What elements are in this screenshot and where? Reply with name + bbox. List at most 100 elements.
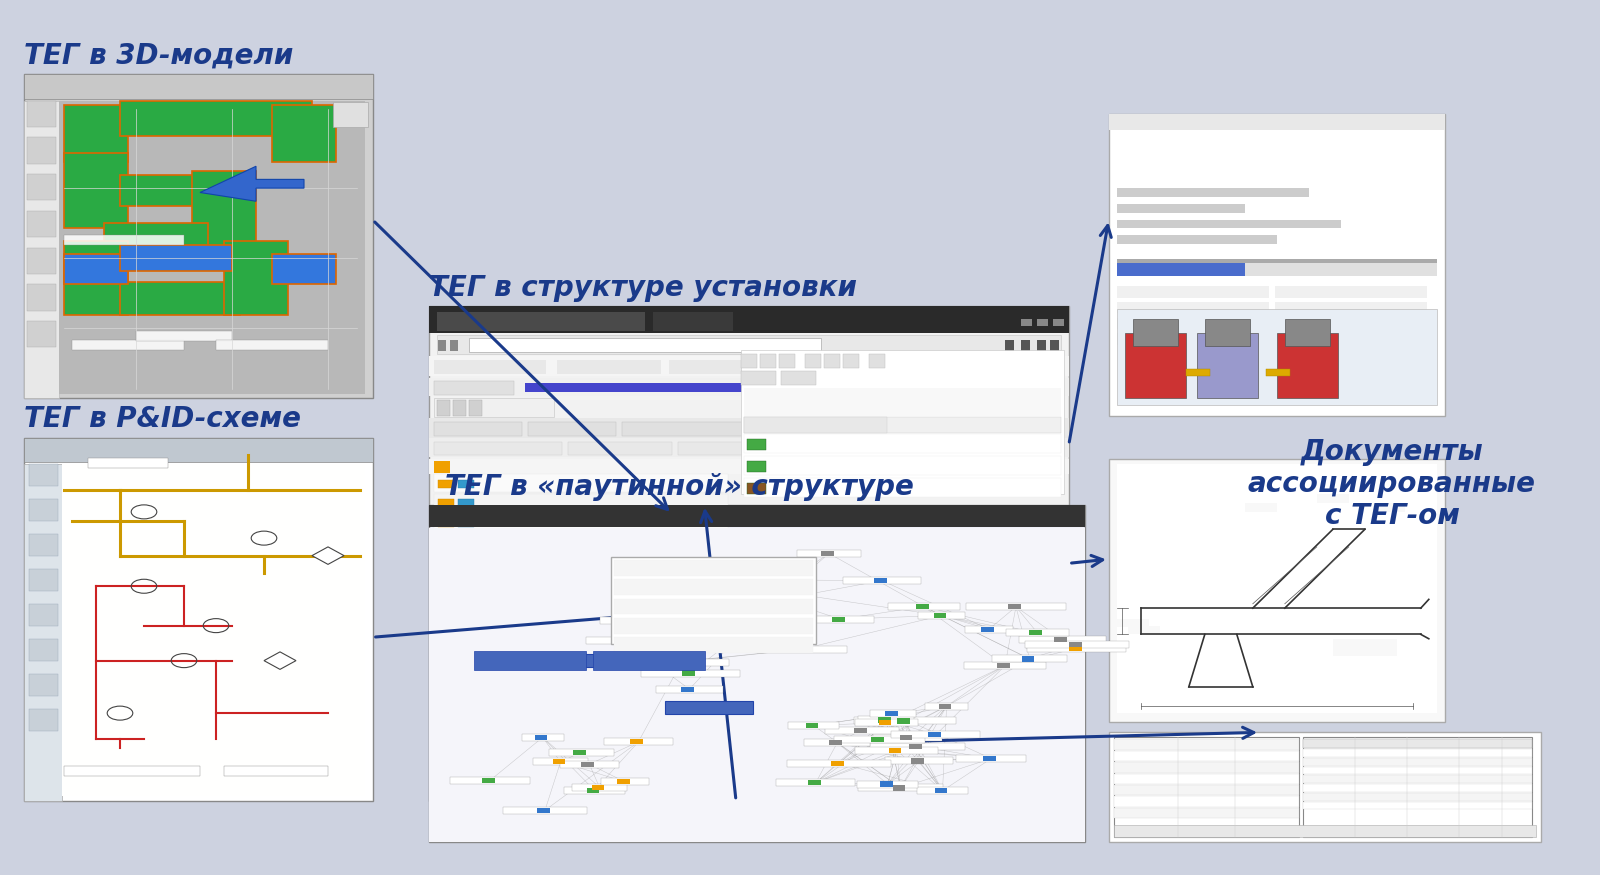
Bar	[434, 474, 728, 492]
Bar	[1275, 333, 1427, 345]
Bar	[981, 626, 994, 632]
Bar	[434, 628, 728, 646]
Bar	[747, 483, 766, 493]
Bar	[1114, 774, 1299, 784]
Bar	[458, 653, 474, 662]
Bar	[1117, 263, 1245, 276]
Bar	[453, 400, 466, 416]
Bar	[438, 730, 454, 738]
Bar	[29, 464, 58, 486]
Bar	[458, 672, 474, 681]
Bar	[915, 604, 928, 609]
Bar	[1317, 494, 1349, 503]
Bar	[24, 74, 373, 99]
Bar	[1205, 319, 1250, 346]
Bar	[458, 576, 474, 584]
Bar	[437, 335, 1061, 354]
Bar	[434, 570, 728, 588]
Bar	[888, 603, 960, 610]
Bar	[437, 400, 450, 416]
Bar	[1069, 642, 1082, 648]
Bar	[272, 105, 336, 162]
Bar	[458, 634, 474, 642]
FancyBboxPatch shape	[1109, 114, 1445, 416]
Bar	[104, 223, 208, 262]
Bar	[622, 422, 758, 436]
Bar	[29, 604, 58, 626]
FancyBboxPatch shape	[429, 306, 1069, 801]
Bar	[560, 760, 619, 767]
Bar	[29, 499, 58, 521]
Bar	[434, 686, 728, 704]
Bar	[1302, 775, 1533, 783]
Bar	[1333, 639, 1397, 656]
Bar	[438, 710, 454, 719]
Text: ТЕГ в структуре установки: ТЕГ в структуре установки	[429, 274, 858, 302]
Bar	[765, 422, 861, 436]
Bar	[635, 618, 648, 623]
Bar	[750, 590, 763, 595]
Bar	[458, 480, 474, 488]
Bar	[64, 234, 184, 245]
Bar	[27, 137, 56, 164]
Bar	[826, 727, 899, 734]
Bar	[27, 174, 56, 200]
Bar	[678, 442, 822, 455]
Bar	[434, 461, 450, 473]
Bar	[880, 781, 893, 787]
Bar	[603, 738, 674, 746]
Bar	[571, 784, 627, 791]
Bar	[434, 744, 728, 761]
Bar	[1302, 739, 1533, 748]
Bar	[614, 598, 813, 614]
Polygon shape	[200, 166, 304, 201]
Bar	[1037, 340, 1046, 352]
Bar	[614, 579, 813, 595]
Bar	[450, 777, 530, 784]
Bar	[854, 728, 867, 733]
Bar	[72, 340, 184, 350]
Bar	[602, 779, 648, 786]
Bar	[843, 578, 922, 584]
Bar	[29, 639, 58, 661]
Bar	[1021, 340, 1030, 352]
Bar	[651, 625, 742, 632]
Bar	[1128, 626, 1160, 634]
Bar	[434, 493, 728, 511]
Bar	[1006, 629, 1069, 636]
Bar	[429, 458, 1069, 474]
Bar	[744, 417, 1061, 433]
Bar	[29, 709, 58, 731]
Bar	[27, 101, 56, 127]
Bar	[682, 687, 694, 692]
Bar	[744, 456, 1061, 475]
Bar	[824, 354, 840, 367]
Bar	[1245, 503, 1277, 512]
Bar	[715, 577, 728, 582]
Bar	[438, 480, 454, 488]
Bar	[1117, 286, 1269, 298]
Bar	[568, 442, 672, 455]
Bar	[24, 464, 62, 801]
Bar	[891, 732, 981, 738]
Bar	[434, 513, 728, 530]
Bar	[747, 602, 760, 607]
FancyBboxPatch shape	[429, 505, 1085, 842]
Bar	[757, 646, 846, 653]
Bar	[878, 720, 891, 725]
Bar	[888, 747, 901, 752]
Bar	[533, 759, 587, 766]
Bar	[434, 360, 546, 374]
Bar	[458, 710, 474, 719]
Bar	[869, 354, 885, 367]
Bar	[1117, 259, 1437, 262]
Bar	[573, 750, 586, 755]
Bar	[502, 807, 587, 814]
Bar	[1302, 802, 1533, 809]
Bar	[744, 388, 1061, 416]
Bar	[59, 101, 365, 394]
Bar	[24, 438, 373, 462]
Bar	[672, 599, 750, 606]
Bar	[458, 595, 474, 604]
Bar	[858, 717, 915, 724]
